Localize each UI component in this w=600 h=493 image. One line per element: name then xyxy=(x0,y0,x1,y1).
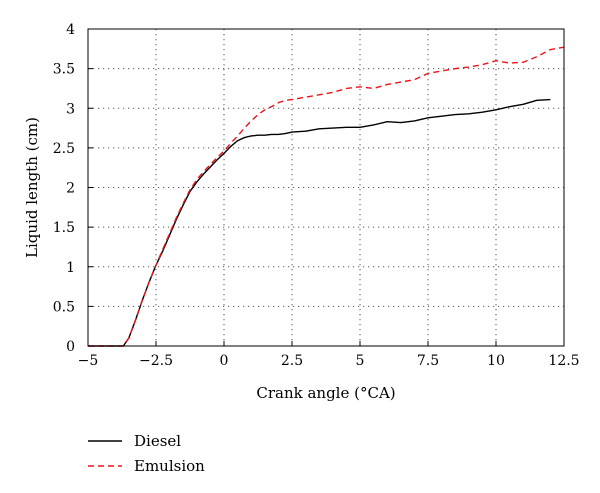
series-lines xyxy=(88,46,565,347)
series-line-emulsion xyxy=(88,46,565,347)
x-axis-title: Crank angle (°CA) xyxy=(256,384,395,402)
legend-label-emulsion: Emulsion xyxy=(134,457,205,475)
legend-label-diesel: Diesel xyxy=(134,432,181,450)
y-tick-label: 0.5 xyxy=(53,299,75,315)
x-tick-label: 10 xyxy=(487,353,505,369)
y-tick-label: 0 xyxy=(66,339,75,355)
y-tick-label: 2 xyxy=(66,181,75,197)
legend: Diesel Emulsion xyxy=(88,432,205,475)
grid-lines xyxy=(88,29,564,346)
x-tick-label: 5 xyxy=(356,353,365,369)
x-tick-label: −5 xyxy=(78,353,99,369)
x-tick-label: 2.5 xyxy=(281,353,303,369)
y-tick-label: 3 xyxy=(66,101,75,117)
y-tick-label: 2.5 xyxy=(53,141,75,157)
axis-ticks: −5 −2.5 0 2.5 5 7.5 10 12.5 0 0.5 1 1.5 2 2.5 3 3.5 4 xyxy=(53,22,580,369)
y-tick-label: 3.5 xyxy=(53,62,75,78)
plot-frame xyxy=(87,28,565,347)
y-tick-label: 1.5 xyxy=(53,220,75,236)
x-tick-label: 12.5 xyxy=(548,353,579,369)
y-tick-label: 1 xyxy=(66,260,75,276)
x-tick-label: 7.5 xyxy=(417,353,439,369)
series-line-diesel xyxy=(88,98,551,347)
y-axis-title: Liquid length (cm) xyxy=(23,117,41,258)
x-tick-label: −2.5 xyxy=(139,353,173,369)
x-tick-label: 0 xyxy=(220,353,229,369)
y-tick-label: 4 xyxy=(66,22,75,38)
